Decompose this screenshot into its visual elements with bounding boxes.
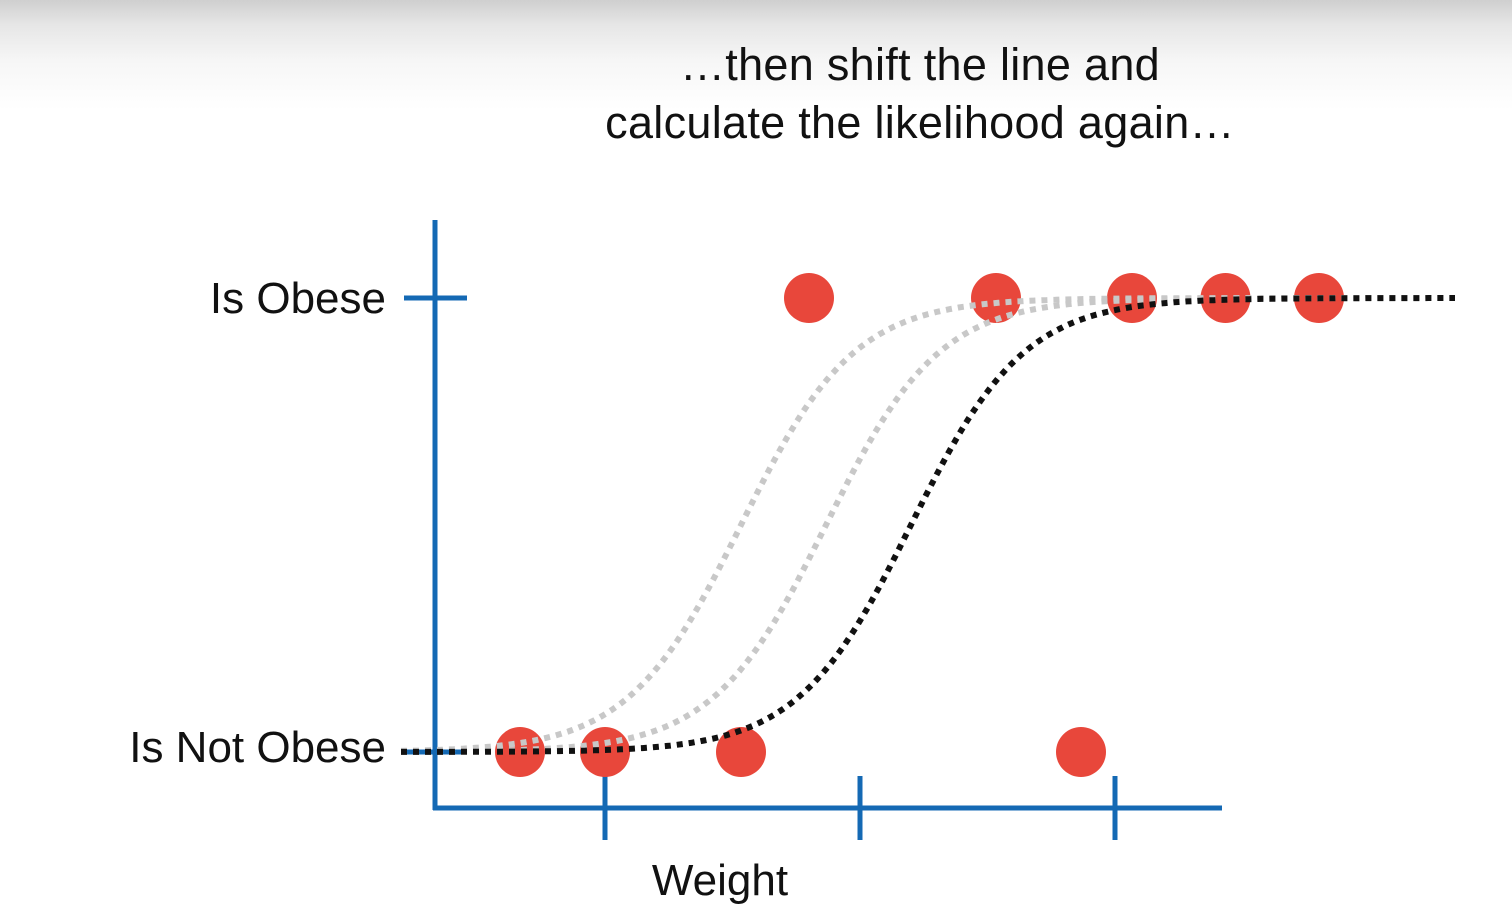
slide-caption: …then shift the line and calculate the l… [560,36,1280,152]
previous-sigmoid-curve-2 [401,295,1455,755]
y-tick-label-top: Is Obese [210,274,386,323]
axis-labels: Is Obese Is Not Obese Weight [129,274,788,905]
caption-line-2: calculate the likelihood again… [605,97,1235,148]
x-axis-label: Weight [652,856,788,905]
caption-line-1: …then shift the line and [679,39,1160,90]
data-point-5 [784,273,834,323]
chart-axes [404,220,1222,840]
previous-sigmoid-curve-1 [400,295,1455,754]
sigmoid-curves [400,295,1455,755]
y-tick-label-bottom: Is Not Obese [129,723,386,772]
data-point-6 [971,273,1021,323]
data-point-4 [1056,727,1106,777]
data-point-3 [716,727,766,777]
current-sigmoid-curve [401,295,1455,755]
